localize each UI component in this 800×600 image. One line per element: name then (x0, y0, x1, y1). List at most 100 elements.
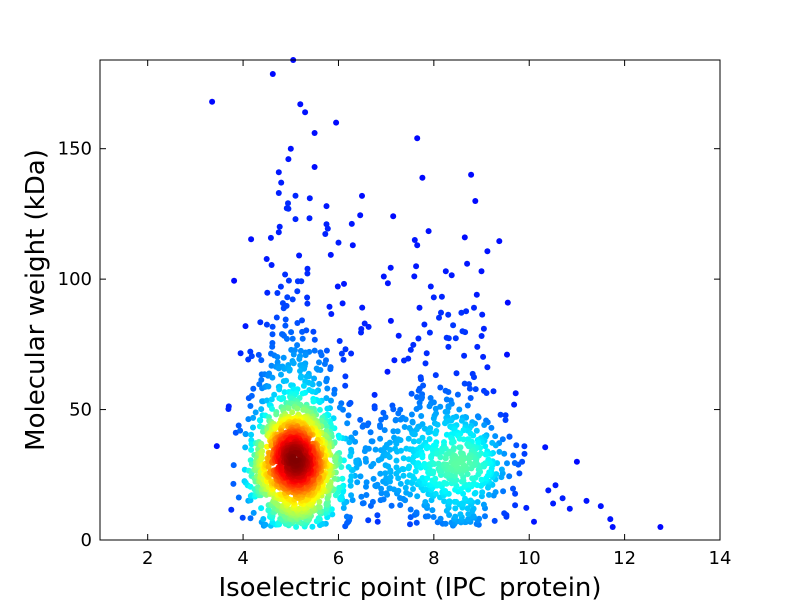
x-tick-label: 4 (237, 548, 248, 569)
data-point (413, 519, 420, 526)
data-point (342, 382, 349, 389)
data-point (339, 475, 346, 482)
data-point (209, 98, 216, 105)
data-point (371, 405, 378, 412)
data-point (237, 350, 244, 357)
data-point (258, 455, 265, 462)
data-point (460, 490, 467, 497)
data-point (461, 352, 468, 359)
data-point (269, 405, 275, 412)
data-point (397, 416, 404, 423)
data-point (242, 323, 249, 330)
data-point (296, 252, 303, 259)
data-point (248, 353, 255, 360)
data-point (310, 328, 317, 335)
data-point (342, 373, 349, 380)
data-point (309, 523, 316, 530)
data-point (400, 466, 407, 473)
data-point (452, 513, 459, 520)
data-point (465, 443, 472, 450)
data-point (290, 351, 297, 358)
data-point (387, 446, 394, 453)
data-point (380, 496, 387, 503)
data-point (268, 396, 275, 403)
data-point (268, 262, 275, 268)
data-point (369, 438, 376, 445)
data-point (294, 278, 301, 285)
data-point (361, 448, 368, 455)
data-point (413, 426, 420, 433)
y-tick-label: 100 (58, 269, 92, 290)
data-point (512, 502, 519, 509)
data-point (258, 357, 265, 364)
data-point (410, 438, 417, 445)
data-point (413, 263, 420, 270)
data-point (377, 424, 384, 430)
data-point (299, 335, 306, 342)
data-point (265, 463, 272, 470)
data-point (498, 466, 505, 473)
data-point (294, 342, 301, 349)
y-tick-label: 0 (81, 530, 92, 551)
data-point (430, 294, 437, 301)
data-point (285, 277, 292, 284)
data-point (315, 503, 322, 510)
data-point (292, 457, 299, 464)
data-point (300, 382, 307, 389)
data-point (466, 459, 473, 466)
data-point (463, 308, 470, 315)
data-point (428, 454, 435, 461)
data-point (275, 190, 282, 196)
data-point (390, 213, 397, 220)
data-point (299, 317, 305, 324)
data-point (230, 480, 237, 487)
data-point (478, 333, 485, 339)
data-point (463, 482, 470, 488)
x-axis-label: Isoelectric point (IPC_protein) (218, 573, 601, 600)
data-point (400, 472, 407, 479)
data-point (511, 460, 518, 466)
data-point (378, 490, 385, 497)
data-point (331, 390, 338, 397)
data-point (283, 335, 290, 342)
data-point (484, 364, 491, 371)
data-point (484, 248, 491, 255)
data-point (242, 431, 249, 438)
data-point (342, 346, 349, 353)
data-point (382, 414, 389, 421)
data-point (453, 370, 460, 377)
data-point (297, 347, 304, 354)
data-point (502, 417, 509, 423)
data-point (472, 386, 479, 393)
data-point (286, 367, 293, 374)
data-point (263, 397, 270, 404)
data-point (397, 480, 404, 487)
data-point (331, 454, 338, 461)
data-point (323, 395, 330, 402)
data-point (388, 502, 395, 509)
data-point (406, 463, 413, 470)
data-point (482, 443, 489, 450)
data-point (501, 510, 508, 517)
data-point (387, 474, 394, 481)
data-point (573, 458, 580, 465)
data-point (258, 406, 265, 413)
data-point (248, 446, 255, 453)
data-point (425, 513, 431, 520)
data-point (282, 322, 289, 329)
data-point (336, 338, 343, 344)
data-point (521, 443, 528, 450)
data-point (310, 398, 317, 405)
data-point (411, 273, 418, 280)
data-point (504, 460, 510, 467)
data-point (247, 403, 254, 409)
data-point (442, 520, 449, 527)
data-point (408, 411, 415, 418)
data-point (413, 509, 420, 516)
data-point (348, 434, 355, 441)
data-point (387, 317, 394, 324)
data-point (305, 408, 311, 415)
data-point (500, 488, 507, 495)
data-point (387, 264, 394, 271)
